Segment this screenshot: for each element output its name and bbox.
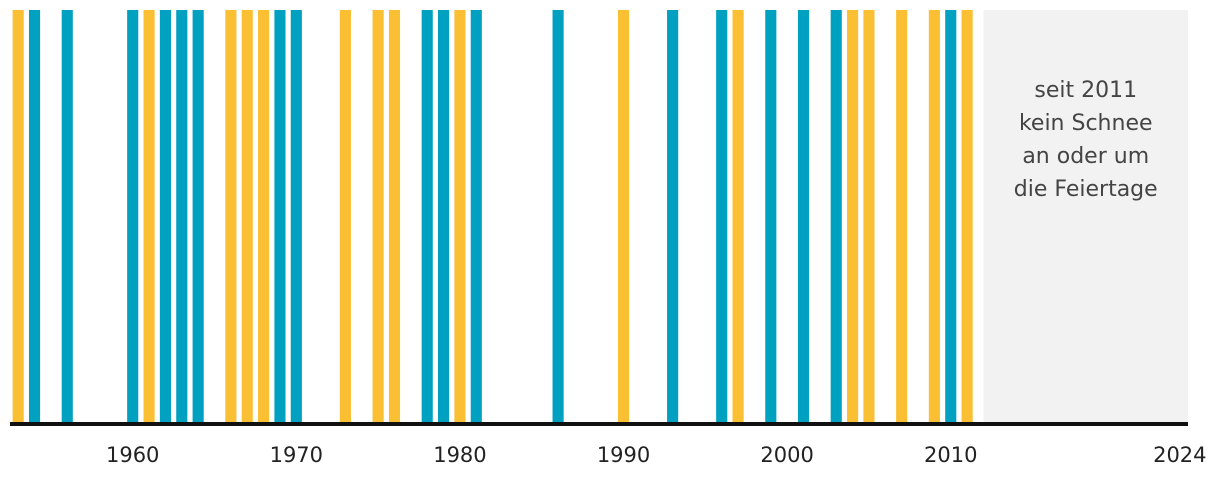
year-bar (12, 10, 24, 422)
year-bar (732, 10, 744, 422)
year-bar (176, 10, 188, 422)
year-bar (765, 10, 777, 422)
year-bar (127, 10, 139, 422)
year-bar (552, 10, 564, 422)
year-bar (716, 10, 728, 422)
year-bar (388, 10, 401, 422)
year-bar (438, 10, 450, 422)
year-bar (192, 10, 204, 422)
annotation: seit 2011 kein Schnee an oder um die Fei… (1013, 78, 1158, 202)
x-tick-label: 2000 (760, 443, 813, 467)
year-bar (797, 10, 810, 422)
x-tick-label: 1980 (433, 443, 486, 467)
year-bar (830, 10, 842, 422)
year-bar (961, 10, 973, 422)
year-bar (159, 10, 171, 422)
year-bar (470, 10, 482, 422)
year-bar (372, 10, 384, 422)
x-tick-label: 1990 (597, 443, 650, 467)
year-bar (274, 10, 286, 422)
year-bar (225, 10, 237, 422)
year-bar (258, 10, 270, 422)
year-bar (28, 10, 41, 422)
shaded-range (983, 10, 1188, 422)
year-bar (863, 10, 875, 422)
year-bar (454, 10, 466, 422)
x-tick-label: 2024 (1153, 443, 1206, 467)
x-tick-label: 1970 (270, 443, 323, 467)
x-tick-label: 2010 (924, 443, 977, 467)
year-bar (290, 10, 302, 422)
year-bar (421, 10, 433, 422)
year-bar (617, 10, 630, 422)
year-bar (896, 10, 908, 422)
year-bar (143, 10, 155, 422)
year-bar (928, 10, 940, 422)
year-bar (241, 10, 253, 422)
year-bar (945, 10, 957, 422)
x-tick-label: 1960 (106, 443, 159, 467)
year-bar (339, 10, 351, 422)
year-bar (667, 10, 679, 422)
year-bar (847, 10, 859, 422)
year-bar (61, 10, 73, 422)
